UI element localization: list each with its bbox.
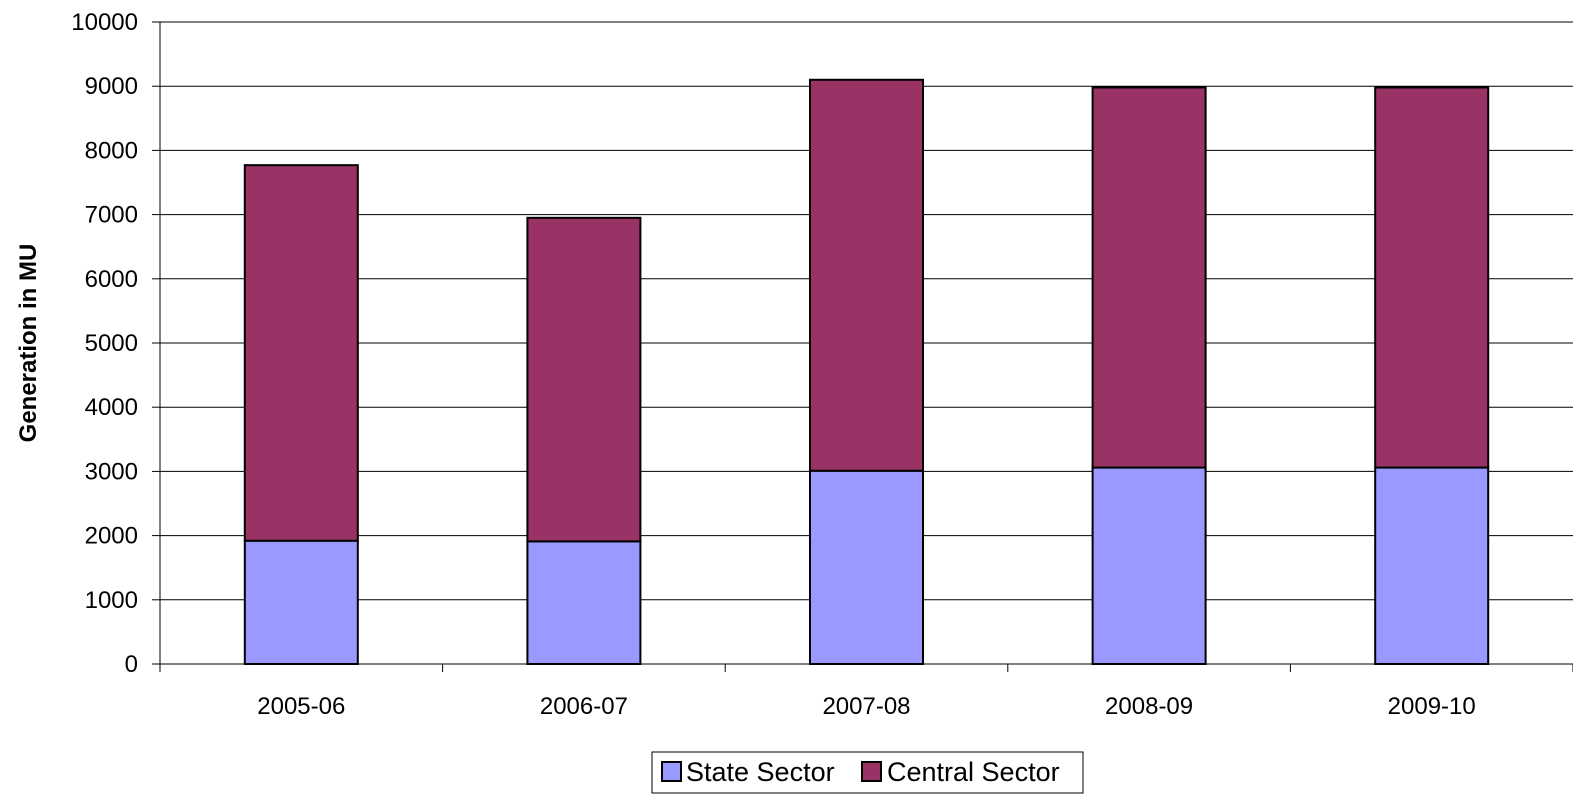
x-tick-label: 2008-09	[1105, 693, 1193, 720]
x-tick-label: 2007-08	[822, 693, 910, 720]
axes	[159, 22, 1573, 672]
bar-central-sector-2007-08	[809, 78, 924, 472]
y-axis-title: Generation in MU	[15, 244, 42, 443]
legend: State Sector Central Sector	[651, 751, 1084, 794]
y-tick-label: 9000	[85, 73, 138, 100]
bars	[243, 78, 1490, 666]
x-tick-label: 2005-06	[257, 693, 345, 720]
y-tick-label: 0	[125, 651, 138, 678]
bar-state-sector-2007-08	[809, 469, 924, 665]
y-tick-label: 1000	[85, 587, 138, 614]
x-tick-label: 2006-07	[540, 693, 628, 720]
bar-central-sector-2008-09	[1091, 86, 1207, 469]
legend-swatch-central-sector	[861, 761, 882, 782]
bar-central-sector-2005-06	[243, 164, 359, 542]
legend-label: State Sector	[686, 757, 835, 787]
bar-central-sector-2006-07	[526, 216, 642, 543]
y-tick-label: 8000	[85, 137, 138, 164]
bar-central-sector-2009-10	[1374, 86, 1490, 469]
y-tick-label: 6000	[85, 266, 138, 293]
y-tick-label: 5000	[85, 330, 138, 357]
bar-state-sector-2009-10	[1374, 466, 1490, 665]
x-tick-label: 2009-10	[1388, 693, 1476, 720]
y-tick-labels: 0 1000 2000 3000 4000 5000 6000 7000 8000 9000 100…	[71, 9, 138, 678]
legend-swatch-state-sector	[661, 761, 682, 782]
y-tick-label: 7000	[85, 202, 138, 229]
y-tick-label: 2000	[85, 523, 138, 550]
x-tick-labels: 2005-06 2006-07 2007-08 2008-09 2009-10	[257, 693, 1475, 720]
y-tick-label: 4000	[85, 394, 138, 421]
bar-state-sector-2008-09	[1091, 466, 1207, 665]
y-tick-label: 3000	[85, 458, 138, 485]
bar-state-sector-2006-07	[526, 540, 642, 665]
legend-label: Central Sector	[887, 757, 1060, 787]
y-tick-label: 10000	[71, 9, 138, 36]
bar-state-sector-2005-06	[243, 539, 359, 666]
